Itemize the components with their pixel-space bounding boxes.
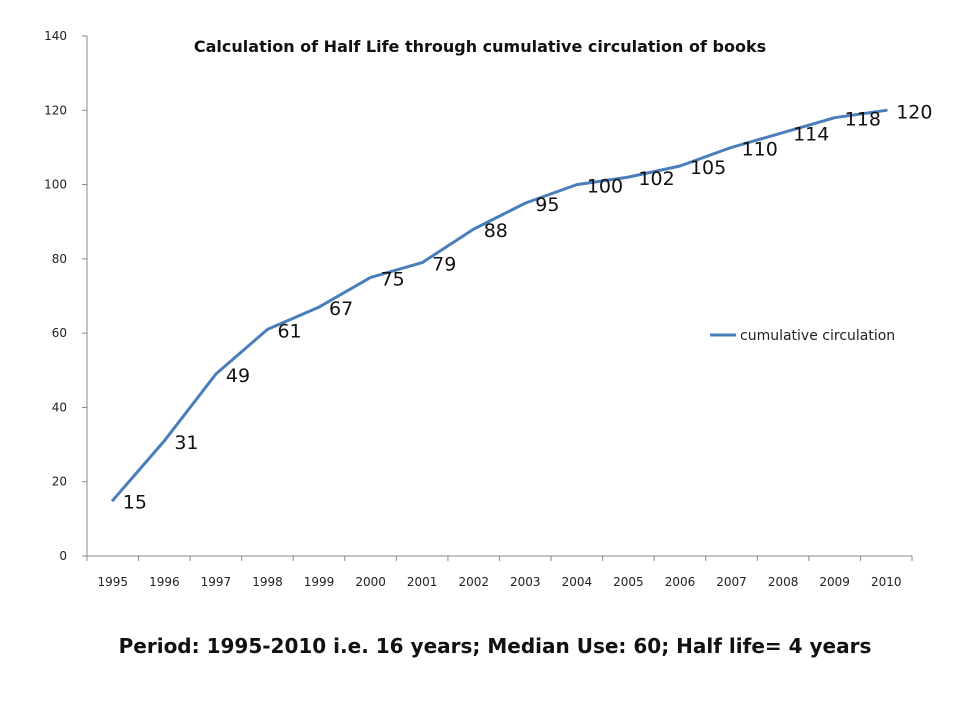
data-label: 114	[793, 124, 829, 146]
y-tick-label: 0	[59, 549, 67, 563]
x-tick-label: 2003	[510, 575, 541, 589]
x-tick-label: 2005	[613, 575, 644, 589]
legend: cumulative circulation	[710, 328, 895, 344]
data-label: 75	[381, 268, 405, 290]
x-tick-label: 2000	[355, 575, 386, 589]
data-label: 49	[226, 365, 250, 387]
data-label: 15	[123, 491, 147, 513]
data-label: 79	[432, 254, 456, 276]
y-tick-label: 140	[44, 29, 67, 43]
chart-caption: Period: 1995-2010 i.e. 16 years; Median …	[118, 634, 872, 658]
data-label: 95	[535, 194, 559, 216]
data-label: 102	[638, 168, 674, 190]
data-label: 105	[690, 157, 726, 179]
y-tick-label: 100	[44, 178, 67, 192]
data-label: 61	[277, 320, 301, 342]
data-label: 120	[896, 101, 932, 123]
x-tick-label: 2008	[768, 575, 799, 589]
x-tick-label: 2010	[871, 575, 902, 589]
x-tick-label: 1998	[252, 575, 283, 589]
y-tick-label: 40	[52, 400, 67, 414]
x-tick-label: 1996	[149, 575, 180, 589]
data-labels: 15 31 49 61 67 75 79 88 95 100 102 105 110 114 118 120	[123, 101, 933, 513]
data-label: 31	[174, 432, 198, 454]
chart-title: Calculation of Half Life through cumulat…	[194, 37, 766, 56]
y-tick-label: 20	[52, 475, 67, 489]
data-label: 88	[484, 220, 508, 242]
x-tick-label: 2006	[665, 575, 696, 589]
y-axis-ticks: 0 20 40 60 80 100 120 140	[44, 29, 87, 563]
x-axis-ticks: 1995 1996 1997 1998 1999 2000 2001 2002 2003 2004…	[86, 556, 913, 589]
data-label: 110	[742, 138, 778, 160]
x-tick-label: 1995	[98, 575, 129, 589]
chart-axes	[86, 36, 912, 557]
legend-label: cumulative circulation	[740, 328, 895, 344]
series-line	[111, 108, 888, 502]
x-tick-label: 2004	[562, 575, 593, 589]
data-label: 67	[329, 298, 353, 320]
x-tick-label: 1999	[304, 575, 335, 589]
line-chart: Calculation of Half Life through cumulat…	[44, 29, 933, 589]
y-tick-label: 120	[44, 103, 67, 117]
y-tick-label: 60	[52, 326, 67, 340]
y-tick-label: 80	[52, 252, 67, 266]
x-tick-label: 2007	[716, 575, 747, 589]
series-layer	[111, 108, 888, 502]
x-tick-label: 2001	[407, 575, 438, 589]
x-tick-label: 1997	[201, 575, 232, 589]
data-label: 100	[587, 176, 623, 198]
x-tick-label: 2002	[458, 575, 489, 589]
x-tick-label: 2009	[819, 575, 850, 589]
data-label: 118	[845, 109, 881, 131]
